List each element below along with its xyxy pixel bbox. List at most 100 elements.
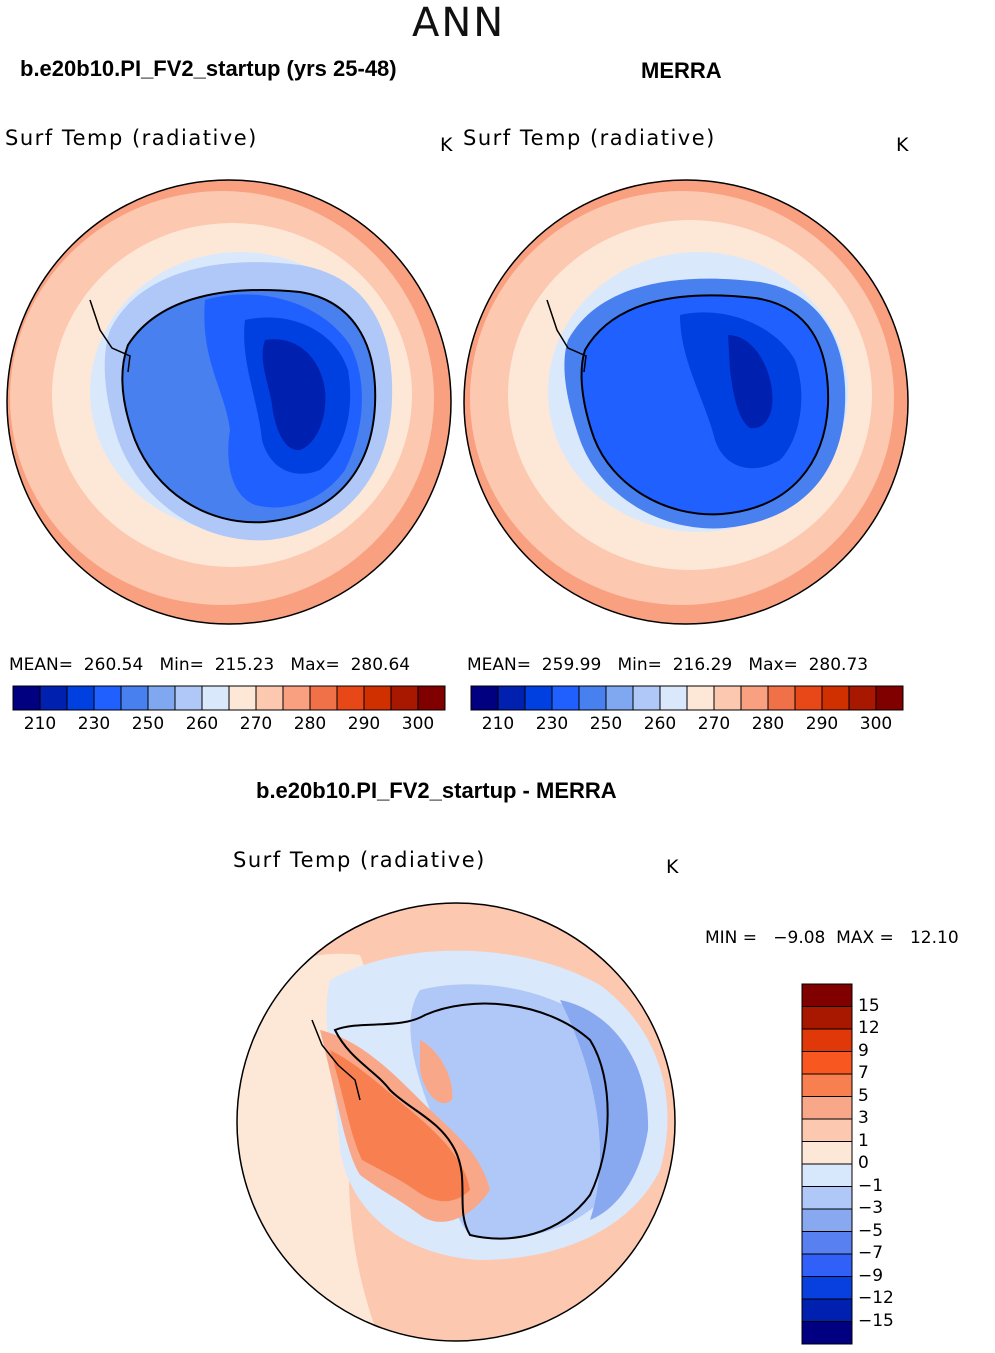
obs-colorbar-swatch <box>686 685 715 711</box>
obs-variable-label: Surf Temp (radiative) <box>463 126 716 150</box>
obs-colorbar <box>470 685 904 711</box>
diff-colorbar-tick-label: 3 <box>858 1108 869 1128</box>
model-colorbar-swatch <box>228 685 257 711</box>
model-colorbar-swatch <box>93 685 122 711</box>
obs-colorbar-swatch <box>524 685 553 711</box>
model-colorbar-swatch <box>282 685 311 711</box>
obs-colorbar-tick-label: 250 <box>589 714 623 734</box>
diff-map <box>236 902 676 1342</box>
diff-colorbar-tick-label: −9 <box>858 1265 884 1286</box>
page-title: ANN <box>412 0 506 46</box>
diff-colorbar-tick-label: −1 <box>858 1175 884 1196</box>
model-colorbar-swatch <box>363 685 392 711</box>
diff-colorbar-swatch <box>801 1321 853 1345</box>
diff-colorbar <box>801 983 853 1345</box>
obs-colorbar-tick-label: 270 <box>697 714 731 734</box>
model-colorbar-swatch <box>336 685 365 711</box>
diff-colorbar-swatch <box>801 1051 853 1075</box>
diff-colorbar-swatch <box>801 1208 853 1232</box>
obs-colorbar-tick-label: 300 <box>859 714 893 734</box>
model-colorbar-tick-label: 230 <box>77 714 111 734</box>
model-colorbar-swatch <box>255 685 284 711</box>
diff-colorbar-tick-label: 1 <box>858 1130 869 1151</box>
model-colorbar-tick-label: 300 <box>401 714 435 734</box>
diff-colorbar-tick-label: 12 <box>858 1018 880 1038</box>
model-variable-label: Surf Temp (radiative) <box>5 126 258 150</box>
obs-colorbar-swatch <box>794 685 823 711</box>
diff-colorbar-swatch <box>801 1163 853 1187</box>
model-stats-line: MEAN= 260.54 Min= 215.23 Max= 280.64 <box>9 655 411 675</box>
model-colorbar-swatch <box>120 685 149 711</box>
diff-colorbar-swatch <box>801 1186 853 1210</box>
model-map <box>6 179 452 625</box>
diff-colorbar-swatch <box>801 1028 853 1052</box>
model-units-label: K <box>440 134 453 156</box>
diff-colorbar-swatch <box>801 1298 853 1322</box>
diff-colorbar-swatch <box>801 1141 853 1165</box>
model-colorbar-swatch <box>309 685 338 711</box>
model-colorbar-tick-label: 260 <box>185 714 219 734</box>
obs-colorbar-swatch <box>659 685 688 711</box>
model-colorbar-swatch <box>174 685 203 711</box>
model-colorbar-swatch <box>66 685 95 711</box>
obs-map <box>463 179 909 625</box>
model-colorbar-swatch <box>147 685 176 711</box>
diff-variable-label: Surf Temp (radiative) <box>233 848 486 872</box>
obs-colorbar-swatch <box>767 685 796 711</box>
model-colorbar-tick-label: 250 <box>131 714 165 734</box>
obs-colorbar-tick-label: 280 <box>751 714 785 734</box>
diff-colorbar-swatch <box>801 983 853 1007</box>
obs-colorbar-swatch <box>848 685 877 711</box>
obs-colorbar-swatch <box>470 685 499 711</box>
obs-colorbar-swatch <box>875 685 904 711</box>
diff-colorbar-tick-label: −12 <box>858 1288 894 1308</box>
diff-colorbar-tick-label: 9 <box>858 1040 869 1061</box>
diff-colorbar-tick-label: 7 <box>858 1063 869 1083</box>
obs-stats-line: MEAN= 259.99 Min= 216.29 Max= 280.73 <box>467 655 869 675</box>
obs-colorbar-tick-label: 230 <box>535 714 569 734</box>
model-colorbar-tick-label: 210 <box>23 714 57 734</box>
diff-colorbar-swatch <box>801 1073 853 1097</box>
model-panel-title: b.e20b10.PI_FV2_startup (yrs 25-48) <box>20 56 397 81</box>
diff-colorbar-tick-label: −15 <box>858 1310 894 1331</box>
obs-colorbar-swatch <box>551 685 580 711</box>
obs-colorbar-swatch <box>713 685 742 711</box>
obs-colorbar-tick-label: 210 <box>481 714 515 734</box>
model-colorbar-swatch <box>201 685 230 711</box>
model-colorbar-tick-label: 270 <box>239 714 273 734</box>
diff-colorbar-tick-label: −5 <box>858 1220 884 1241</box>
model-colorbar-swatch <box>39 685 68 711</box>
model-colorbar-swatch <box>12 685 41 711</box>
model-colorbar <box>12 685 446 711</box>
diff-minmax-line: MIN = −9.08 MAX = 12.10 <box>705 928 959 948</box>
diff-colorbar-tick-label: 5 <box>858 1085 869 1106</box>
diff-colorbar-tick-label: −3 <box>858 1198 884 1218</box>
diff-colorbar-tick-label: −7 <box>858 1243 884 1263</box>
obs-colorbar-swatch <box>740 685 769 711</box>
obs-colorbar-swatch <box>821 685 850 711</box>
diff-units-label: K <box>666 856 679 878</box>
obs-colorbar-swatch <box>605 685 634 711</box>
obs-colorbar-swatch <box>632 685 661 711</box>
diff-colorbar-swatch <box>801 1006 853 1030</box>
diff-panel-title: b.e20b10.PI_FV2_startup - MERRA <box>256 778 617 803</box>
diff-colorbar-swatch <box>801 1231 853 1255</box>
diff-colorbar-swatch <box>801 1118 853 1142</box>
diff-colorbar-swatch <box>801 1276 853 1300</box>
obs-colorbar-tick-label: 260 <box>643 714 677 734</box>
model-colorbar-swatch <box>390 685 419 711</box>
obs-colorbar-tick-label: 290 <box>805 714 839 734</box>
obs-colorbar-swatch <box>497 685 526 711</box>
model-colorbar-tick-label: 290 <box>347 714 381 734</box>
diff-colorbar-tick-label: 0 <box>858 1153 869 1173</box>
model-colorbar-tick-label: 280 <box>293 714 327 734</box>
obs-colorbar-swatch <box>578 685 607 711</box>
model-colorbar-swatch <box>417 685 446 711</box>
diff-colorbar-swatch <box>801 1096 853 1120</box>
diff-colorbar-swatch <box>801 1253 853 1277</box>
obs-panel-title: MERRA <box>641 58 722 83</box>
diff-colorbar-tick-label: 15 <box>858 995 880 1016</box>
obs-units-label: K <box>896 134 909 156</box>
